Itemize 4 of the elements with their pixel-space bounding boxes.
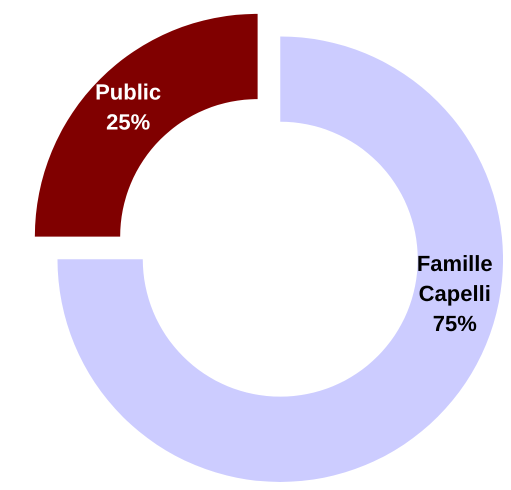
data-label: 25% <box>106 110 150 135</box>
data-label: 75% <box>432 311 477 336</box>
slice-label: Famille Capelli <box>416 251 493 306</box>
slice-label: Public <box>95 80 162 105</box>
